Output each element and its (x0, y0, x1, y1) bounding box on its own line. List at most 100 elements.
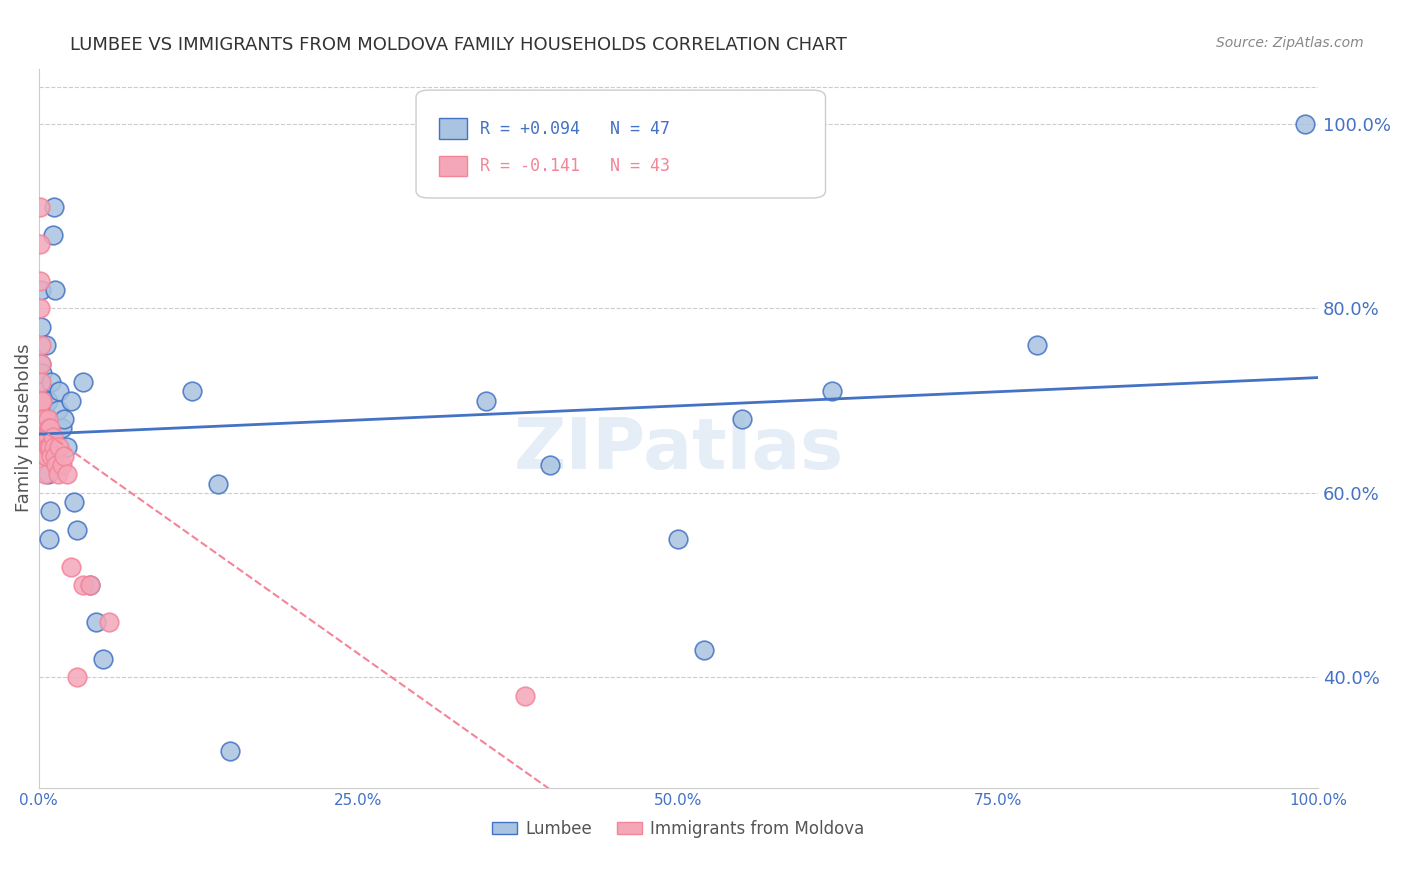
Point (35, 449, 58, 463)
Point (38, 532, 60, 546)
Point (34, 449, 56, 463)
Point (28, 274, 51, 288)
Point (34, 467, 56, 482)
Point (66, 670, 89, 684)
Point (31, 412, 53, 426)
Point (821, 384, 844, 399)
Point (31, 430, 53, 444)
Point (55, 440, 77, 454)
Point (28, 375, 51, 389)
Point (37, 412, 59, 426)
Point (38, 412, 60, 426)
Point (30, 375, 52, 389)
Text: ZIPatlas: ZIPatlas (513, 416, 844, 484)
Point (31, 393, 53, 408)
Text: R = -0.141   N = 43: R = -0.141 N = 43 (479, 157, 671, 176)
Point (30, 357, 52, 371)
Point (32, 412, 55, 426)
Point (31, 366, 53, 380)
Point (38, 421, 60, 435)
Point (72, 578, 94, 592)
Point (41, 440, 63, 454)
FancyBboxPatch shape (439, 119, 467, 139)
Point (66, 523, 89, 537)
Point (41, 227, 63, 242)
Point (53, 449, 76, 463)
Point (53, 412, 76, 426)
Y-axis label: Family Households: Family Households (15, 344, 32, 512)
Point (44, 449, 66, 463)
FancyBboxPatch shape (416, 90, 825, 198)
Point (35, 430, 58, 444)
Point (48, 440, 70, 454)
Text: Source: ZipAtlas.com: Source: ZipAtlas.com (1216, 36, 1364, 50)
Point (32, 402, 55, 417)
Point (31, 393, 53, 408)
Legend: Lumbee, Immigrants from Moldova: Lumbee, Immigrants from Moldova (485, 813, 872, 844)
Point (34, 430, 56, 444)
Point (30, 319, 52, 334)
Point (513, 689, 536, 703)
Point (32, 384, 55, 399)
Point (46, 402, 69, 417)
Point (72, 375, 94, 389)
Point (207, 476, 229, 491)
Point (35, 338, 58, 352)
Point (693, 642, 716, 657)
Point (44, 283, 66, 297)
Point (34, 440, 56, 454)
Point (45, 458, 67, 472)
Point (38, 440, 60, 454)
Point (41, 375, 63, 389)
Point (41, 449, 63, 463)
Text: R = +0.094   N = 47: R = +0.094 N = 47 (479, 120, 671, 138)
Point (39, 440, 62, 454)
Point (37, 467, 59, 482)
Point (30, 283, 52, 297)
Point (1294, 117, 1316, 131)
Point (28, 301, 51, 316)
Point (31, 412, 53, 426)
Point (28, 236, 51, 251)
Point (59, 393, 82, 408)
Point (34, 421, 56, 435)
Point (48, 384, 70, 399)
Point (51, 458, 73, 472)
Point (63, 495, 86, 509)
Point (51, 421, 73, 435)
Point (37, 393, 59, 408)
Point (79, 578, 101, 592)
Point (32, 430, 55, 444)
Point (42, 440, 65, 454)
Point (1025, 338, 1047, 352)
Point (42, 200, 65, 214)
Point (666, 532, 689, 546)
Point (91, 651, 114, 665)
Point (41, 430, 63, 444)
Point (219, 744, 242, 758)
Point (37, 430, 59, 444)
Point (39, 504, 62, 518)
Point (28, 200, 51, 214)
Point (55, 467, 77, 482)
FancyBboxPatch shape (439, 156, 467, 177)
Point (79, 578, 101, 592)
Point (475, 393, 498, 408)
Point (30, 338, 52, 352)
Point (46, 467, 69, 482)
Point (32, 440, 55, 454)
Point (39, 421, 62, 435)
Point (538, 458, 561, 472)
Text: LUMBEE VS IMMIGRANTS FROM MOLDOVA FAMILY HOUSEHOLDS CORRELATION CHART: LUMBEE VS IMMIGRANTS FROM MOLDOVA FAMILY… (70, 36, 848, 54)
Point (97, 615, 120, 629)
Point (30, 393, 52, 408)
Point (30, 357, 52, 371)
Point (181, 384, 204, 399)
Point (30, 412, 52, 426)
Point (35, 449, 58, 463)
Point (59, 559, 82, 574)
Point (28, 412, 51, 426)
Point (731, 412, 754, 426)
Point (37, 440, 59, 454)
Point (84, 615, 107, 629)
